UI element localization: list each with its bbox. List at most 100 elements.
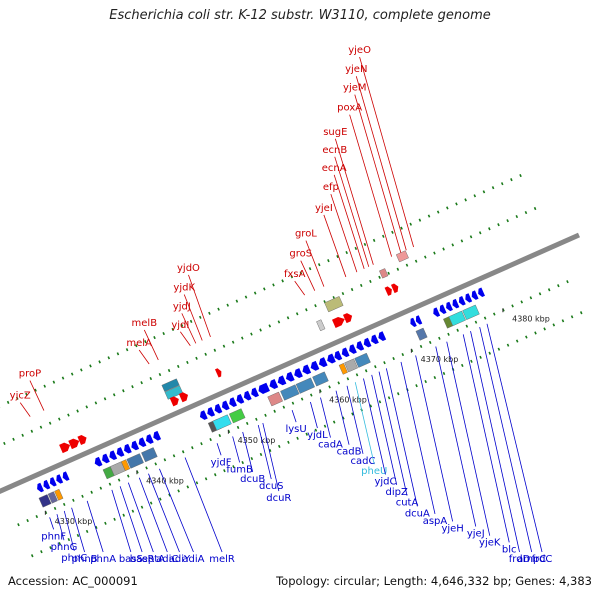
gene-label-cadA: cadA [318, 440, 343, 451]
gene-label-yjeI: yjeI [315, 203, 333, 214]
feature-box [164, 385, 183, 400]
track-dash [104, 521, 107, 525]
reverse-arrow [94, 456, 103, 467]
reverse-arrow [452, 298, 460, 309]
gene-label-melR: melR [209, 554, 235, 565]
reverse-arrow [229, 397, 238, 407]
track-dash [350, 287, 354, 292]
track-dash [163, 458, 167, 462]
feature-box [395, 250, 409, 263]
track-dash [470, 359, 473, 363]
reverse-arrow [471, 290, 479, 300]
gene-leader [71, 507, 85, 553]
reverse-arrow [302, 364, 312, 375]
track-dash [300, 397, 304, 401]
gene-leader [320, 397, 331, 438]
track-dash [305, 308, 308, 312]
reverse-arrow [43, 479, 51, 490]
gene-leader [470, 331, 520, 553]
reverse-arrow [221, 400, 230, 411]
gene-leader [415, 355, 454, 522]
track-dash [534, 331, 537, 335]
gene-leader [335, 390, 350, 445]
track-dash [447, 332, 450, 336]
gene-label-adiA: adiA [182, 554, 204, 565]
track-dash [511, 304, 514, 308]
track-dash [53, 506, 57, 511]
gene-leader [49, 517, 55, 530]
track-dash [369, 279, 372, 283]
scale-tick-label: 4350 kbp [238, 436, 276, 445]
track-dash [383, 361, 386, 365]
gene-leader [310, 401, 318, 429]
track-dash [25, 392, 28, 396]
gene-leader [180, 331, 191, 347]
track-dash [314, 304, 317, 308]
track-dash [409, 222, 413, 226]
track-dash [372, 238, 376, 242]
feature-box [38, 494, 52, 508]
forward-arrow [178, 392, 189, 403]
track-dash [198, 315, 202, 319]
track-dash [58, 417, 61, 421]
gene-leader [63, 510, 75, 552]
track-dash [570, 315, 574, 319]
track-dash [415, 384, 418, 388]
track-dash [232, 465, 235, 469]
gene-label-sugE: sugE [323, 127, 347, 138]
track-dash [341, 291, 345, 296]
track-dash [26, 519, 29, 523]
gene-label-frdD: frdD [509, 554, 531, 565]
track-dash [308, 267, 312, 271]
gene-leader [294, 280, 306, 296]
track-dash [427, 214, 431, 218]
track-dash [177, 489, 180, 493]
track-dash [241, 461, 244, 465]
track-dash [15, 396, 19, 400]
track-dash [116, 352, 120, 356]
gene-label-proP: proP [19, 369, 41, 380]
track-dash [218, 433, 222, 438]
track-dash [461, 363, 464, 367]
reverse-arrow [458, 296, 466, 306]
track-dash [381, 234, 385, 238]
feature-box [212, 414, 232, 431]
track-dash [200, 442, 203, 446]
gene-label-fxsA: fxsA [284, 269, 306, 280]
gene-label-poxA: poxA [337, 103, 362, 114]
track-dash [474, 320, 478, 324]
track-dash [195, 481, 199, 485]
genome-title: Escherichia coli str. K-12 substr. W3110… [109, 8, 491, 23]
track-dash [213, 473, 217, 477]
gene-label-fumB: fumB [226, 464, 253, 475]
track-dash [525, 335, 528, 339]
reverse-arrow [310, 360, 320, 371]
track-dash [61, 376, 65, 380]
reverse-arrow [277, 375, 287, 386]
feature-box [267, 391, 283, 407]
track-dash [103, 397, 107, 401]
reverse-arrow [62, 471, 70, 481]
track-dash [543, 327, 546, 331]
genome-backbone [0, 232, 581, 495]
track-dash [482, 190, 486, 194]
track-dash [95, 525, 98, 529]
reverse-arrow [236, 394, 245, 404]
track-dash [345, 250, 348, 255]
gene-label-yjdF: yjdF [211, 457, 232, 468]
gene-label-blc: blc [502, 544, 517, 555]
track-dash [131, 385, 134, 389]
scale-tick-label: 4340 kbp [146, 477, 184, 486]
track-dash [30, 554, 34, 558]
reverse-arrow [285, 371, 295, 382]
reverse-arrow [294, 368, 303, 379]
track-dash [497, 223, 500, 227]
gene-label-yjdJ: yjdJ [173, 301, 191, 312]
track-dash [451, 243, 455, 247]
track-dash [158, 372, 162, 377]
track-dash [290, 275, 294, 279]
reverse-arrow [138, 437, 147, 448]
reverse-arrow [478, 287, 485, 297]
track-dash [21, 433, 24, 437]
gene-label-groL: groL [295, 229, 317, 240]
